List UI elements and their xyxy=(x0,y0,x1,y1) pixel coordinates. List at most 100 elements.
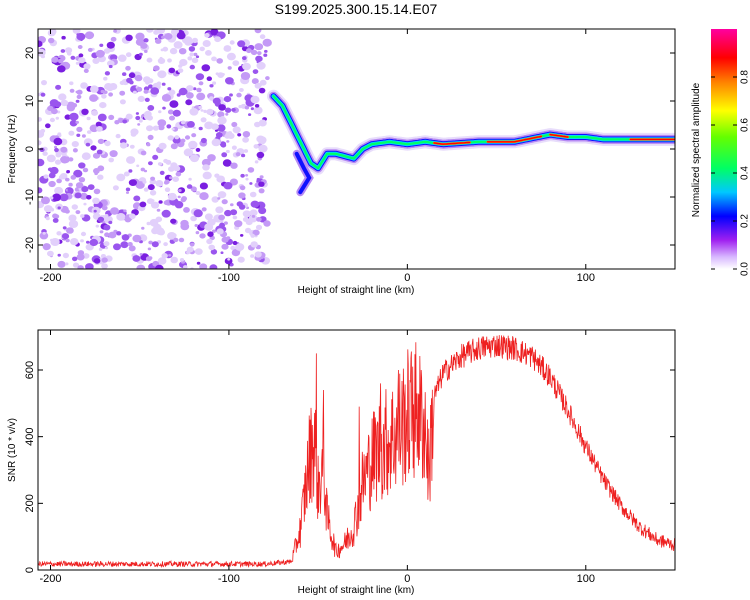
noise-blob xyxy=(108,114,115,120)
noise-blob xyxy=(183,148,194,157)
noise-blob xyxy=(62,226,67,230)
noise-blob xyxy=(220,116,225,120)
noise-blob xyxy=(232,126,241,134)
colorbar-gradient xyxy=(711,29,737,269)
noise-blob xyxy=(245,177,249,181)
noise-blob xyxy=(60,99,69,107)
noise-blob xyxy=(258,119,267,127)
noise-blob xyxy=(188,46,196,52)
noise-blob xyxy=(128,213,136,220)
x-tick-label: 100 xyxy=(577,272,595,284)
noise-blob xyxy=(119,99,126,105)
noise-blob xyxy=(73,169,83,178)
noise-blob xyxy=(225,107,232,113)
noise-blob xyxy=(193,87,197,91)
noise-blob xyxy=(191,133,197,138)
noise-blob xyxy=(157,257,167,265)
noise-blob xyxy=(123,171,130,177)
noise-blob xyxy=(215,206,224,214)
colorbar-tick-label: 0.4 xyxy=(740,166,750,180)
noise-blob xyxy=(217,111,225,118)
noise-blob xyxy=(108,231,117,239)
noise-blob xyxy=(108,92,113,97)
noise-blob xyxy=(242,210,252,218)
noise-blob xyxy=(169,100,179,108)
noise-blob xyxy=(136,164,140,168)
noise-blob xyxy=(224,209,232,217)
noise-blob xyxy=(203,109,207,113)
noise-blob xyxy=(98,247,103,251)
noise-blob xyxy=(180,197,187,203)
noise-blob xyxy=(195,147,201,152)
noise-blob xyxy=(148,84,153,89)
noise-blob xyxy=(138,119,143,123)
noise-blob xyxy=(259,79,267,86)
noise-blob xyxy=(236,201,243,207)
noise-blob xyxy=(160,48,164,52)
noise-blob xyxy=(158,142,167,150)
noise-blob xyxy=(170,256,178,264)
noise-blob xyxy=(230,245,236,251)
noise-blob xyxy=(84,31,95,40)
noise-blob xyxy=(258,144,268,153)
noise-blob xyxy=(173,165,181,172)
noise-blob xyxy=(256,61,266,70)
noise-blob xyxy=(69,88,75,93)
noise-blob xyxy=(231,121,238,128)
noise-blob xyxy=(216,175,225,183)
noise-blob xyxy=(249,182,253,185)
noise-blob xyxy=(89,124,99,133)
noise-blob xyxy=(265,76,270,81)
y-tick-label: 0 xyxy=(24,146,36,152)
noise-blob xyxy=(232,60,240,66)
noise-blob xyxy=(247,167,255,173)
noise-blob xyxy=(188,177,192,181)
noise-blob xyxy=(62,252,69,259)
noise-blob xyxy=(85,263,94,269)
noise-blob xyxy=(153,65,160,71)
noise-blob xyxy=(242,131,251,138)
noise-blob xyxy=(223,221,228,225)
noise-blob xyxy=(101,93,107,99)
noise-blob xyxy=(221,243,229,250)
noise-blob xyxy=(210,249,218,255)
noise-blob xyxy=(170,218,177,224)
noise-blob xyxy=(78,162,86,169)
spectrogram-xlabel: Height of straight line (km) xyxy=(298,285,415,296)
noise-blob xyxy=(142,180,147,184)
noise-blob xyxy=(147,134,154,140)
noise-blob xyxy=(151,201,160,209)
noise-blob xyxy=(101,263,108,269)
noise-blob xyxy=(119,142,128,149)
noise-blob xyxy=(221,152,228,158)
noise-blob xyxy=(91,110,99,116)
noise-blob xyxy=(212,81,217,85)
noise-blob xyxy=(204,33,210,38)
noise-blob xyxy=(209,96,214,101)
noise-blob xyxy=(198,126,203,131)
noise-blob xyxy=(63,157,68,162)
colorbar-ticks: 0.0 0.2 0.4 0.6 0.8 xyxy=(711,70,750,276)
noise-blob xyxy=(206,108,214,115)
noise-blob xyxy=(256,177,260,181)
colorbar-label: Normalized spectral amplitude xyxy=(691,82,702,217)
noise-blob xyxy=(225,77,234,85)
noise-blob xyxy=(71,204,79,210)
noise-blob xyxy=(194,248,203,255)
noise-blob xyxy=(185,99,193,106)
noise-blob xyxy=(226,149,230,154)
noise-blob xyxy=(161,94,172,102)
noise-blob xyxy=(177,68,184,73)
noise-field xyxy=(38,29,272,269)
noise-blob xyxy=(170,29,180,36)
noise-blob xyxy=(124,217,132,223)
noise-blob xyxy=(168,89,176,96)
x-tick-label: 0 xyxy=(404,573,410,585)
noise-blob xyxy=(237,133,242,137)
noise-blob xyxy=(230,203,234,207)
noise-blob xyxy=(259,175,264,179)
snr-frame xyxy=(37,329,676,571)
noise-blob xyxy=(38,140,42,146)
noise-blob xyxy=(180,138,186,143)
noise-blob xyxy=(104,140,111,147)
